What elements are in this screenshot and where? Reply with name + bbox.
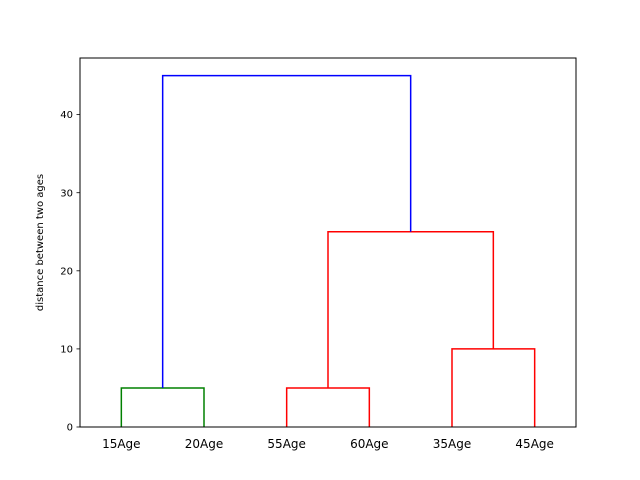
plot-frame: [79, 57, 577, 428]
dendrogram-link-4: [327, 231, 495, 388]
y-tick-label: 20: [60, 266, 73, 277]
leaf-label: 45Age: [515, 437, 553, 451]
x-axis: 15Age 20Age 55Age 60Age 35Age 45Age: [102, 437, 554, 451]
leaf-label: 60Age: [350, 437, 388, 451]
y-tick-label: 30: [60, 188, 73, 199]
y-tick-label: 40: [60, 110, 73, 121]
leaf-label: 20Age: [185, 437, 223, 451]
y-axis: 0 10 20 30 40: [60, 110, 80, 434]
dendrogram-link-3: [451, 348, 536, 427]
dendrogram-link-5: [161, 74, 412, 388]
leaf-label: 55Age: [267, 437, 305, 451]
y-tick-label: 0: [67, 423, 73, 434]
dendrogram-link-1: [120, 387, 205, 427]
dendrogram-links: [120, 74, 536, 427]
leaf-label: 15Age: [102, 437, 140, 451]
y-axis-title: distance between two ages: [35, 174, 46, 311]
dendrogram-link-2: [285, 387, 371, 427]
leaf-label: 35Age: [433, 437, 471, 451]
y-tick-label: 10: [60, 345, 73, 356]
